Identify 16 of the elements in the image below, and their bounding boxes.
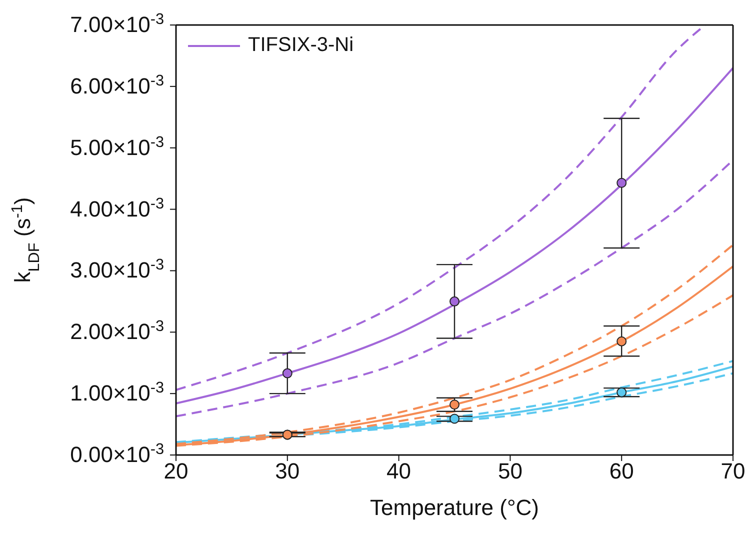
y-tick-label: 7.00×10$^{-3}$ bbox=[70, 10, 164, 37]
y-tick-label: 5.00×10$^{-3}$ bbox=[70, 133, 164, 160]
x-tick-label: 20 bbox=[164, 458, 188, 484]
x-tick-label: 40 bbox=[386, 458, 412, 484]
x-axis-title: Temperature (°C) bbox=[370, 495, 539, 520]
x-tick-label: 60 bbox=[609, 458, 634, 484]
x-tick-label: 30 bbox=[275, 458, 300, 484]
y-tick-label: 1.00×10$^{-3}$ bbox=[70, 379, 164, 406]
y-tick-label: 6.00×10$^{-3}$ bbox=[70, 72, 164, 98]
legend-label: TIFSIX-3-Ni bbox=[248, 34, 354, 57]
x-tick-label: 70 bbox=[720, 458, 746, 484]
y-tick-label: 4.00×10$^{-3}$ bbox=[70, 194, 164, 222]
y-tick-label: 0.00×10$^{-3}$ bbox=[70, 440, 164, 467]
x-tick-label: 50 bbox=[498, 458, 522, 484]
y-tick-label: 2.00×10$^{-3}$ bbox=[70, 318, 164, 344]
y-tick-label: 3.00×10$^{-3}$ bbox=[70, 256, 164, 283]
